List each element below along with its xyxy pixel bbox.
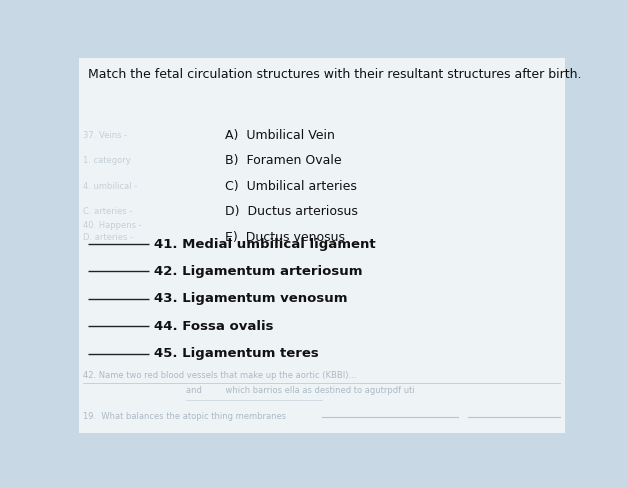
Text: 1. category: 1. category [84,156,131,165]
Text: C)  Umbilical arteries: C) Umbilical arteries [225,180,356,193]
Text: 4. umbilical -: 4. umbilical - [84,182,138,191]
Text: B)  Foramen Ovale: B) Foramen Ovale [225,154,341,168]
Text: 41. Medial umbilical ligament: 41. Medial umbilical ligament [154,238,376,250]
Text: 42. Name two red blood vessels that make up the aortic (KBBI)...: 42. Name two red blood vessels that make… [84,371,357,380]
Text: 37. Veins -: 37. Veins - [84,131,127,140]
Text: and         which barrios ella as destined to agutrpdf uti: and which barrios ella as destined to ag… [186,386,414,395]
Text: 45. Ligamentum teres: 45. Ligamentum teres [154,347,318,360]
Text: 40. Happens -: 40. Happens - [84,221,142,230]
Text: D. arteries -: D. arteries - [84,233,133,242]
Text: 44. Fossa ovalis: 44. Fossa ovalis [154,319,273,333]
Text: C. arteries -: C. arteries - [84,207,133,216]
Text: 43. Ligamentum venosum: 43. Ligamentum venosum [154,292,347,305]
Text: Match the fetal circulation structures with their resultant structures after bir: Match the fetal circulation structures w… [88,68,582,81]
FancyBboxPatch shape [78,58,565,433]
Text: D)  Ductus arteriosus: D) Ductus arteriosus [225,206,357,218]
Text: 42. Ligamentum arteriosum: 42. Ligamentum arteriosum [154,265,362,278]
Text: 19.  What balances the atopic thing membranes: 19. What balances the atopic thing membr… [84,412,286,421]
Text: E)  Ductus venosus: E) Ductus venosus [225,231,345,244]
Text: A)  Umbilical Vein: A) Umbilical Vein [225,129,334,142]
